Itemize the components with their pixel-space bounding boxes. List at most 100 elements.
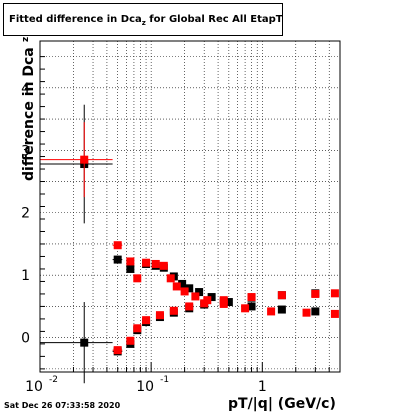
- data-point: [112, 346, 123, 355]
- marker: [224, 298, 233, 307]
- data-point: [191, 292, 200, 301]
- y-axis-label-subscript: z: [21, 36, 31, 42]
- data-point: [159, 261, 168, 270]
- data-point: [200, 299, 209, 308]
- data-points: [40, 104, 339, 384]
- x-tick-label: 10: [25, 379, 43, 395]
- marker: [247, 293, 256, 302]
- marker: [159, 261, 168, 270]
- marker: [126, 264, 135, 273]
- data-point: [40, 122, 113, 198]
- axis-ticks: 0 1 2 3 4 10 -2 10 -1 1: [21, 56, 341, 395]
- data-point: [219, 296, 228, 305]
- data-point: [178, 279, 187, 288]
- marker: [195, 288, 204, 297]
- data-point: [311, 307, 320, 316]
- data-point: [185, 302, 194, 311]
- data-point: [277, 305, 286, 314]
- marker: [113, 255, 122, 264]
- marker: [247, 302, 256, 311]
- data-point: [180, 287, 189, 296]
- marker: [169, 306, 178, 315]
- marker: [330, 309, 339, 318]
- marker: [172, 282, 181, 291]
- data-point: [126, 336, 135, 345]
- data-point: [142, 258, 151, 267]
- data-point: [224, 298, 233, 307]
- y-axis-label: difference in Dca: [21, 47, 37, 181]
- data-point: [185, 284, 194, 293]
- y-tick-label: 2: [21, 206, 30, 222]
- marker: [113, 241, 122, 250]
- title-prefix: Fitted difference in Dca: [9, 14, 142, 25]
- data-point: [142, 316, 151, 325]
- marker: [311, 307, 320, 316]
- data-point: [172, 282, 181, 291]
- data-point: [155, 311, 164, 320]
- data-point: [247, 302, 256, 311]
- marker: [241, 304, 250, 313]
- data-point: [311, 289, 320, 298]
- marker: [142, 258, 151, 267]
- y-tick-label: 0: [21, 331, 30, 347]
- marker: [207, 293, 216, 302]
- grid: [40, 41, 341, 372]
- marker: [80, 155, 89, 164]
- title-subscript: z: [141, 19, 146, 27]
- marker: [166, 274, 175, 283]
- timestamp: Sat Dec 26 07:33:58 2020: [4, 401, 121, 410]
- x-tick-exponent: -1: [160, 375, 169, 385]
- marker: [191, 292, 200, 301]
- data-point: [207, 293, 216, 302]
- marker: [126, 257, 135, 266]
- data-point: [40, 302, 113, 384]
- marker: [80, 338, 89, 347]
- data-point: [126, 264, 135, 273]
- x-axis-label: pT/|q| (GeV/c): [228, 396, 336, 412]
- marker: [133, 324, 142, 333]
- marker: [133, 274, 142, 283]
- x-tick-label: 1: [258, 379, 267, 395]
- x-tick-exponent: -2: [49, 375, 58, 385]
- marker: [311, 289, 320, 298]
- marker: [302, 308, 311, 317]
- marker: [151, 259, 160, 268]
- marker: [267, 307, 276, 316]
- data-point: [330, 289, 339, 298]
- marker: [185, 284, 194, 293]
- y-tick-label: 3: [21, 143, 30, 159]
- marker: [277, 291, 286, 300]
- marker: [200, 299, 209, 308]
- data-point: [112, 255, 123, 264]
- data-point: [169, 306, 178, 315]
- data-point: [330, 309, 339, 318]
- data-point: [166, 274, 175, 283]
- data-point: [40, 104, 113, 224]
- marker: [126, 336, 135, 345]
- marker: [113, 346, 122, 355]
- title-suffix: for Global Rec All EtapT: [145, 14, 283, 25]
- marker: [330, 289, 339, 298]
- y-tick-label: 1: [21, 268, 30, 284]
- data-point: [241, 304, 250, 313]
- data-point: [267, 307, 276, 316]
- plot-frame: [39, 40, 341, 373]
- marker: [155, 311, 164, 320]
- data-point: [126, 257, 135, 266]
- marker: [178, 279, 187, 288]
- data-point: [247, 293, 256, 302]
- chart-title: Fitted difference in Dcaz for Global Rec…: [3, 3, 283, 36]
- data-point: [302, 308, 311, 317]
- data-point: [133, 324, 142, 333]
- marker: [142, 316, 151, 325]
- data-point: [277, 291, 286, 300]
- data-point: [133, 274, 142, 283]
- marker: [185, 302, 194, 311]
- x-tick-label: 10: [136, 379, 154, 395]
- y-tick-label: 4: [21, 81, 30, 97]
- marker: [219, 296, 228, 305]
- data-point: [151, 259, 160, 268]
- marker: [180, 287, 189, 296]
- data-point: [112, 241, 123, 250]
